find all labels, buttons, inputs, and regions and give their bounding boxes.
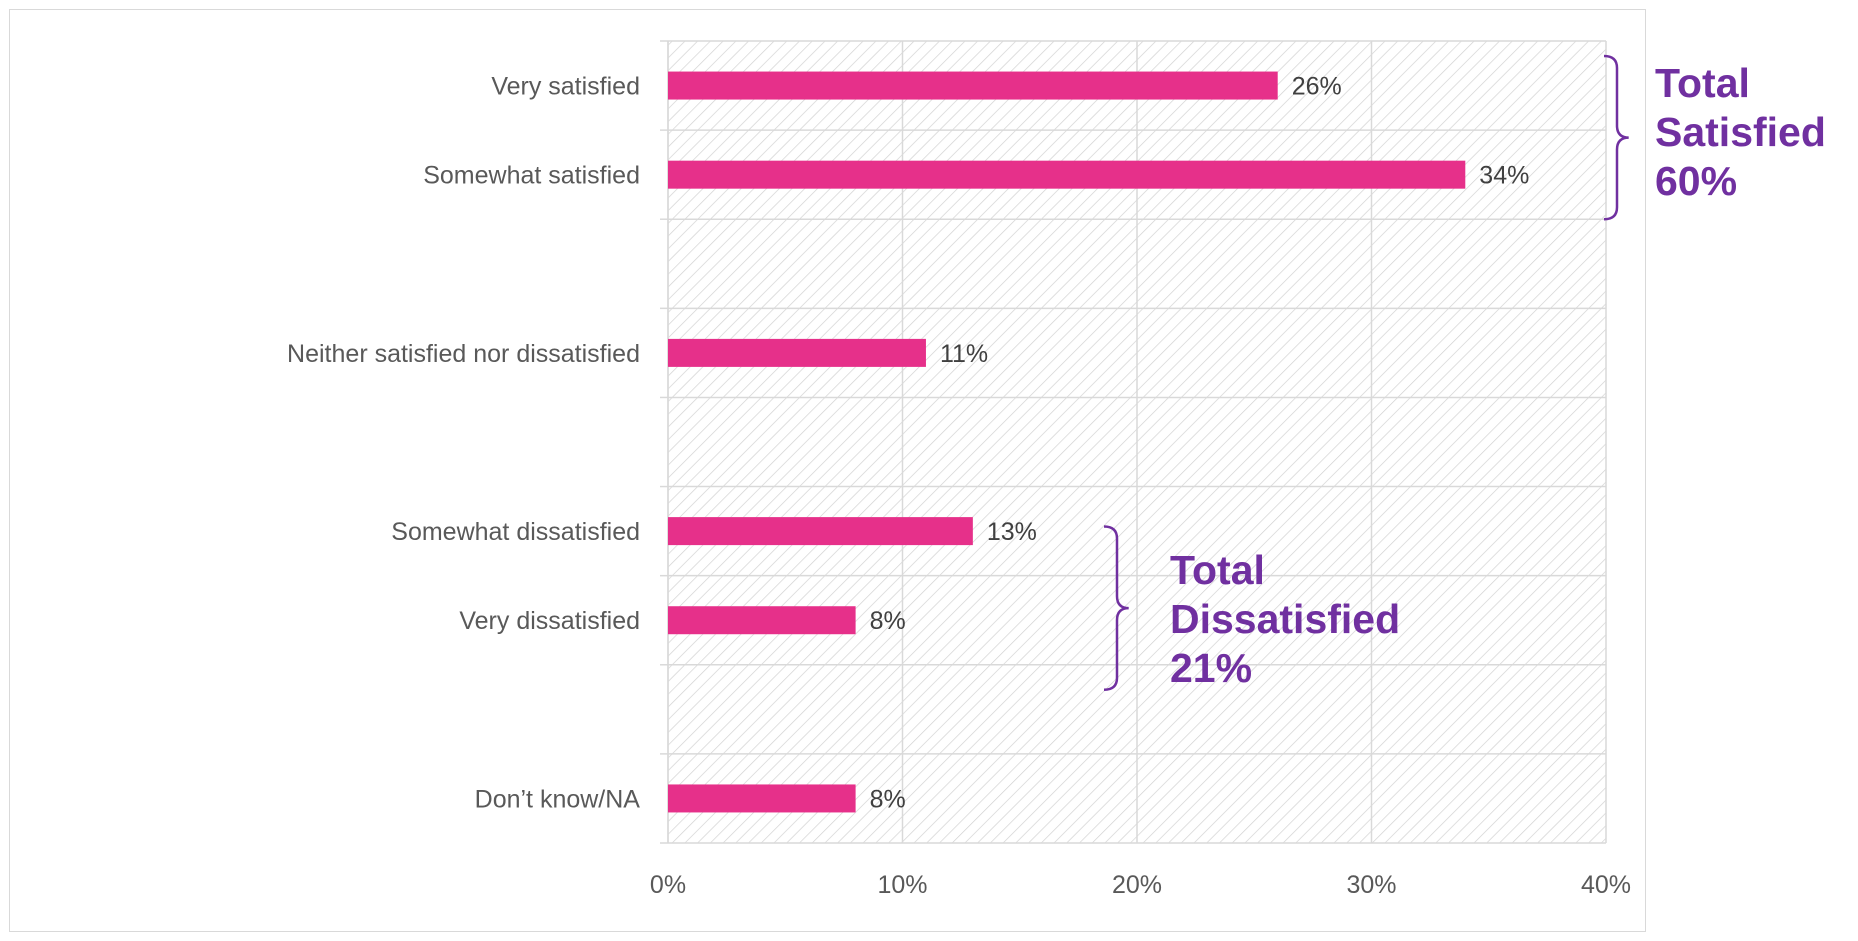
data-label: 34% bbox=[1479, 162, 1529, 190]
x-tick-label: 10% bbox=[877, 871, 927, 899]
data-label: 13% bbox=[987, 518, 1037, 546]
data-label: 26% bbox=[1292, 73, 1342, 101]
total-dissatisfied-label: Dissatisfied bbox=[1170, 596, 1400, 642]
bar bbox=[668, 517, 973, 546]
data-label: 11% bbox=[940, 340, 988, 368]
x-tick-label: 0% bbox=[650, 871, 686, 899]
x-tick-label: 40% bbox=[1581, 871, 1631, 899]
total-satisfied-label: Satisfied bbox=[1655, 109, 1826, 155]
category-label: Very dissatisfied bbox=[459, 607, 640, 635]
category-label: Very satisfied bbox=[491, 73, 640, 101]
gridlines bbox=[660, 40, 1607, 844]
bar bbox=[668, 784, 856, 813]
category-label: Somewhat dissatisfied bbox=[391, 518, 640, 546]
category-label: Somewhat satisfied bbox=[423, 162, 640, 190]
category-label: Neither satisfied nor dissatisfied bbox=[287, 340, 640, 368]
total-satisfied-label: 60% bbox=[1655, 158, 1737, 204]
data-label: 8% bbox=[870, 607, 906, 635]
bar bbox=[668, 606, 856, 635]
category-label: Don’t know/NA bbox=[475, 785, 641, 813]
category-labels: Very satisfied Somewhat satisfied Neither … bbox=[287, 73, 640, 814]
data-labels: 26% 34% 11% 13% 8% 8% bbox=[870, 73, 1530, 814]
x-tick-label: 30% bbox=[1346, 871, 1396, 899]
bars bbox=[668, 71, 1466, 813]
bar bbox=[668, 160, 1466, 189]
bar bbox=[668, 338, 926, 367]
x-tick-label: 20% bbox=[1112, 871, 1162, 899]
x-axis-tick-labels: 0% 10% 20% 30% 40% bbox=[650, 871, 1631, 899]
total-satisfied-brace bbox=[1603, 54, 1629, 221]
total-dissatisfied-label: Total bbox=[1170, 547, 1265, 593]
bar bbox=[668, 71, 1278, 100]
total-satisfied-label: Total bbox=[1655, 60, 1750, 106]
data-label: 8% bbox=[870, 785, 906, 813]
total-dissatisfied-brace bbox=[1103, 525, 1129, 692]
total-dissatisfied-label: 21% bbox=[1170, 645, 1252, 691]
